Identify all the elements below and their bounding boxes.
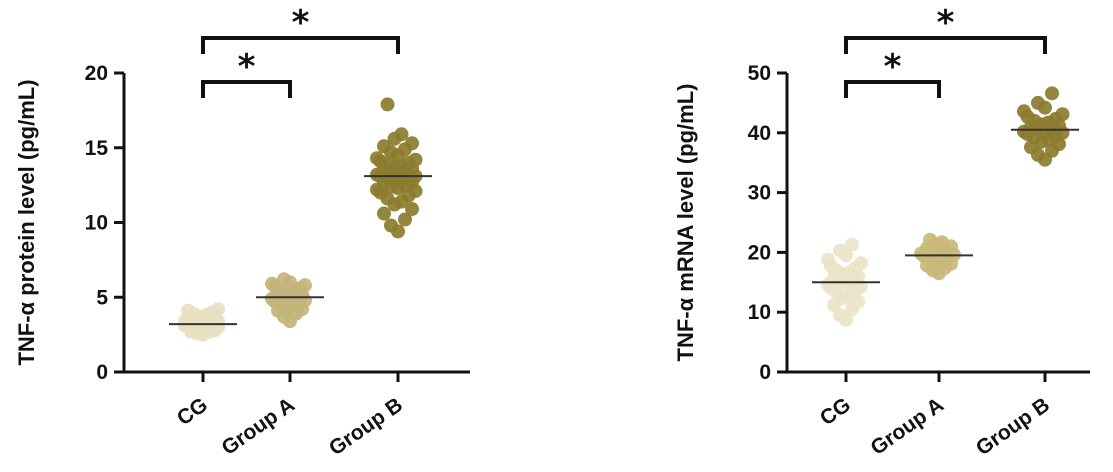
data-point bbox=[854, 256, 868, 271]
significance-star: * bbox=[292, 3, 310, 43]
significance-star: * bbox=[238, 47, 256, 87]
data-point bbox=[405, 136, 419, 151]
data-point bbox=[298, 278, 312, 293]
data-point bbox=[821, 252, 835, 267]
data-point bbox=[181, 303, 195, 318]
significance-star: * bbox=[937, 3, 955, 43]
data-point bbox=[408, 152, 423, 167]
y-tick-label: 15 bbox=[85, 137, 109, 160]
x-category-label: Group B bbox=[325, 393, 407, 460]
significance-bracket bbox=[201, 36, 400, 54]
data-point bbox=[398, 212, 412, 227]
data-point bbox=[1045, 86, 1059, 101]
y-tick-label: 5 bbox=[96, 286, 108, 309]
y-tick-label: 40 bbox=[748, 122, 771, 145]
y-axis-label: TNF-α mRNA level (pg/mL) bbox=[673, 84, 698, 362]
data-point bbox=[377, 139, 391, 154]
data-point bbox=[833, 308, 847, 323]
significance-bracket bbox=[844, 80, 941, 98]
y-tick-label: 20 bbox=[85, 62, 108, 85]
data-point bbox=[845, 237, 859, 252]
x-category-label: CG bbox=[816, 393, 855, 430]
y-tick-label: 10 bbox=[748, 301, 771, 324]
y-tick-label: 0 bbox=[96, 361, 108, 384]
data-point bbox=[211, 302, 225, 317]
data-point bbox=[377, 206, 391, 221]
y-tick-label: 30 bbox=[748, 182, 771, 205]
x-category-label: Group A bbox=[218, 393, 299, 460]
significance-star: * bbox=[884, 47, 902, 87]
x-category-label: CG bbox=[173, 393, 212, 430]
x-category-label: Group A bbox=[867, 393, 948, 460]
data-point bbox=[923, 232, 937, 247]
data-point bbox=[1017, 104, 1031, 119]
data-point bbox=[265, 276, 279, 291]
y-tick-label: 20 bbox=[748, 241, 771, 264]
y-tick-label: 10 bbox=[85, 212, 108, 235]
y-tick-label: 0 bbox=[759, 361, 771, 384]
data-point bbox=[384, 218, 398, 233]
significance-bracket bbox=[201, 80, 292, 98]
data-point bbox=[370, 151, 384, 166]
y-tick-label: 50 bbox=[748, 62, 771, 85]
data-point bbox=[833, 243, 847, 258]
data-point bbox=[394, 127, 409, 142]
data-point bbox=[380, 97, 395, 112]
data-point bbox=[1031, 95, 1045, 110]
chart-mrna: 0 10 20 30 40 50 TNF-α mRNA level (pg/mL) CG Gro… bbox=[673, 3, 1090, 460]
y-axis-label: TNF-α protein level (pg/mL) bbox=[14, 79, 39, 365]
data-point bbox=[935, 235, 949, 250]
x-category-label: Group B bbox=[972, 393, 1054, 460]
data-point bbox=[405, 202, 419, 217]
significance-bracket bbox=[844, 36, 1047, 54]
data-point bbox=[1055, 107, 1070, 122]
data-point bbox=[277, 272, 291, 287]
